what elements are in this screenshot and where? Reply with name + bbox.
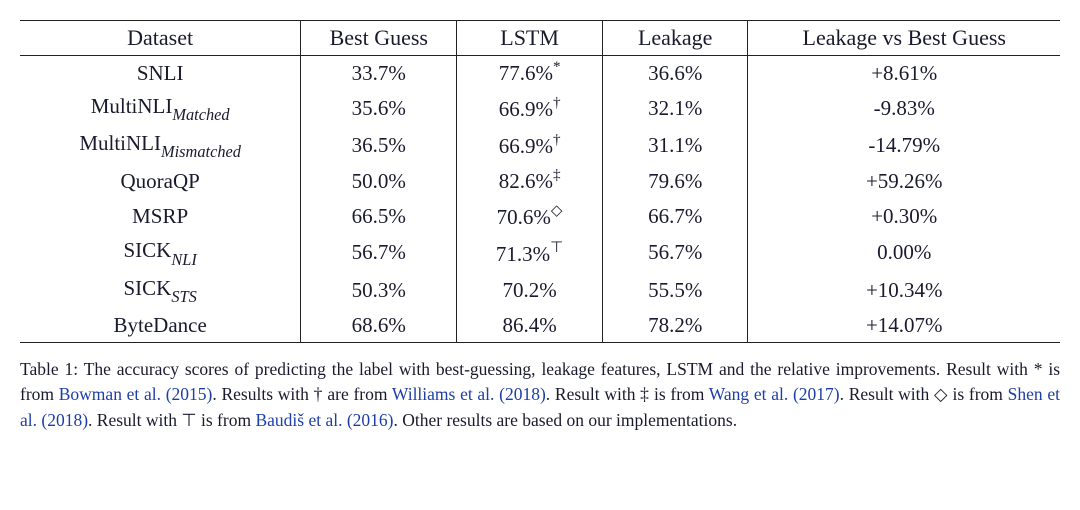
- cell-lstm: 71.3%⊤: [457, 234, 603, 271]
- col-header-diff: Leakage vs Best Guess: [748, 21, 1060, 56]
- lstm-value: 86.4%: [502, 313, 556, 337]
- cell-lstm: 70.2%: [457, 272, 603, 309]
- caption-text: . Result with ⊤ is from: [88, 410, 251, 430]
- cell-dataset: SNLI: [20, 56, 301, 91]
- lstm-marker: ◇: [551, 203, 563, 219]
- cell-dataset: SICKNLI: [20, 234, 301, 271]
- table-body: SNLI33.7%77.6%*36.6%+8.61%MultiNLIMatche…: [20, 56, 1060, 343]
- dataset-name: MSRP: [132, 204, 188, 228]
- cell-diff: +10.34%: [748, 272, 1060, 309]
- cell-dataset: MultiNLIMatched: [20, 90, 301, 127]
- dataset-name: MultiNLI: [91, 94, 173, 118]
- cell-leakage: 36.6%: [602, 56, 748, 91]
- cell-dataset: ByteDance: [20, 309, 301, 343]
- dataset-subscript: STS: [171, 287, 196, 306]
- lstm-value: 66.9%: [499, 134, 553, 158]
- cell-diff: +8.61%: [748, 56, 1060, 91]
- table-row: MSRP66.5%70.6%◇66.7%+0.30%: [20, 198, 1060, 234]
- table-row: ByteDance 68.6% 86.4% 78.2%+14.07%: [20, 309, 1060, 343]
- caption-label: Table 1:: [20, 359, 78, 379]
- cell-bestguess: 50.0%: [301, 164, 457, 198]
- cell-lstm: 82.6%‡: [457, 164, 603, 198]
- cell-leakage: 66.7%: [602, 198, 748, 234]
- cell-bestguess: 56.7%: [301, 234, 457, 271]
- cell-bestguess: 68.6%: [301, 309, 457, 343]
- col-header-dataset: Dataset: [20, 21, 301, 56]
- lstm-marker: †: [553, 132, 561, 148]
- citation: Williams et al. (2018): [392, 384, 546, 404]
- lstm-value: 71.3%: [496, 242, 550, 266]
- citation: Bowman et al. (2015): [59, 384, 213, 404]
- cell-leakage: 79.6%: [602, 164, 748, 198]
- cell-diff: -9.83%: [748, 90, 1060, 127]
- caption-text: . Result with ◇ is from: [840, 384, 1003, 404]
- col-header-lstm: LSTM: [457, 21, 603, 56]
- dataset-name: SICK: [123, 238, 171, 262]
- lstm-marker: ⊤: [550, 240, 563, 256]
- cell-leakage: 56.7%: [602, 234, 748, 271]
- cell-dataset: MSRP: [20, 198, 301, 234]
- table-row: QuoraQP50.0%82.6%‡79.6%+59.26%: [20, 164, 1060, 198]
- dataset-name: MultiNLI: [79, 131, 161, 155]
- dataset-subscript: NLI: [171, 250, 196, 269]
- table-header-row: Dataset Best Guess LSTM Leakage Leakage …: [20, 21, 1060, 56]
- cell-diff: 0.00%: [748, 234, 1060, 271]
- lstm-value: 66.9%: [499, 97, 553, 121]
- cell-bestguess: 50.3%: [301, 272, 457, 309]
- cell-dataset: SICKSTS: [20, 272, 301, 309]
- cell-lstm: 70.6%◇: [457, 198, 603, 234]
- col-header-leakage: Leakage: [602, 21, 748, 56]
- dataset-name: ByteDance: [114, 313, 207, 337]
- lstm-marker: ‡: [553, 167, 561, 183]
- table-row: SICKSTS50.3%70.2%55.5%+10.34%: [20, 272, 1060, 309]
- dataset-name: QuoraQP: [120, 169, 199, 193]
- cell-bestguess: 66.5%: [301, 198, 457, 234]
- dataset-name: SNLI: [137, 61, 184, 85]
- cell-bestguess: 36.5%: [301, 127, 457, 164]
- cell-leakage: 55.5%: [602, 272, 748, 309]
- cell-dataset: QuoraQP: [20, 164, 301, 198]
- table-row: MultiNLIMismatched36.5%66.9%†31.1%-14.79…: [20, 127, 1060, 164]
- cell-bestguess: 35.6%: [301, 90, 457, 127]
- table-row: SNLI33.7%77.6%*36.6%+8.61%: [20, 56, 1060, 91]
- lstm-marker: †: [553, 95, 561, 111]
- cell-lstm: 77.6%*: [457, 56, 603, 91]
- cell-leakage: 78.2%: [602, 309, 748, 343]
- lstm-value: 70.6%: [497, 205, 551, 229]
- lstm-value: 82.6%: [499, 169, 553, 193]
- results-table: Dataset Best Guess LSTM Leakage Leakage …: [20, 20, 1060, 343]
- dataset-subscript: Matched: [172, 105, 229, 124]
- dataset-subscript: Mismatched: [161, 142, 241, 161]
- citation: Baudiš et al. (2016): [255, 410, 393, 430]
- table-row: MultiNLIMatched35.6%66.9%†32.1%-9.83%: [20, 90, 1060, 127]
- lstm-marker: *: [553, 59, 561, 75]
- col-header-bestguess: Best Guess: [301, 21, 457, 56]
- cell-lstm: 66.9%†: [457, 127, 603, 164]
- citation: Wang et al. (2017): [709, 384, 840, 404]
- dataset-name: SICK: [123, 276, 171, 300]
- cell-diff: +59.26%: [748, 164, 1060, 198]
- caption-text: . Results with † are from: [212, 384, 387, 404]
- cell-diff: -14.79%: [748, 127, 1060, 164]
- caption-text: . Other results are based on our impleme…: [393, 410, 737, 430]
- lstm-value: 70.2%: [502, 278, 556, 302]
- table-caption: Table 1: The accuracy scores of predicti…: [20, 357, 1060, 433]
- cell-lstm: 86.4%: [457, 309, 603, 343]
- lstm-value: 77.6%: [499, 61, 553, 85]
- table-row: SICKNLI56.7%71.3%⊤56.7%0.00%: [20, 234, 1060, 271]
- caption-text: . Result with ‡ is from: [546, 384, 705, 404]
- cell-leakage: 32.1%: [602, 90, 748, 127]
- cell-diff: +0.30%: [748, 198, 1060, 234]
- cell-bestguess: 33.7%: [301, 56, 457, 91]
- cell-diff: +14.07%: [748, 309, 1060, 343]
- cell-dataset: MultiNLIMismatched: [20, 127, 301, 164]
- cell-lstm: 66.9%†: [457, 90, 603, 127]
- cell-leakage: 31.1%: [602, 127, 748, 164]
